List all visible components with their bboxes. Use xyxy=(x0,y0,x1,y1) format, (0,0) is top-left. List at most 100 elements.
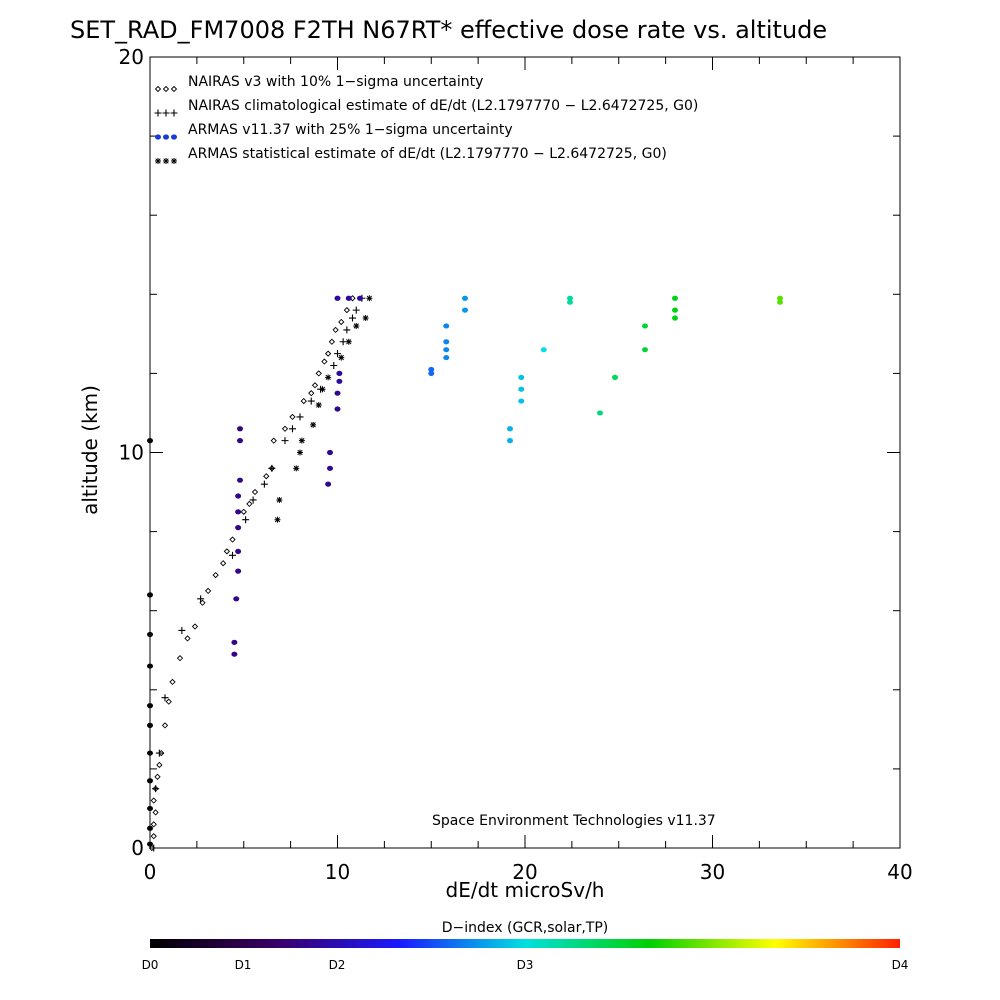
data-point xyxy=(229,536,236,543)
data-point xyxy=(155,749,163,757)
data-point-shape xyxy=(642,347,648,353)
legend-marker-shape xyxy=(155,158,161,164)
colorbar-label: D1 xyxy=(235,958,252,972)
data-point-shape xyxy=(154,773,161,780)
data-point-shape xyxy=(274,516,281,523)
data-point xyxy=(197,595,205,603)
data-point xyxy=(235,509,242,515)
data-point xyxy=(366,295,373,302)
data-point-shape xyxy=(191,623,199,630)
legend: NAIRAS v3 with 10% 1−sigma uncertainty NA… xyxy=(154,74,698,164)
data-point xyxy=(334,406,341,412)
data-point-shape xyxy=(161,722,169,729)
data-point-shape xyxy=(161,694,169,702)
data-point-shape xyxy=(152,809,159,816)
data-point-shape xyxy=(612,374,618,380)
data-point-shape xyxy=(330,361,338,369)
x-tick-label: 0 xyxy=(144,860,157,884)
data-point-shape xyxy=(147,778,153,784)
data-point-shape xyxy=(242,516,250,524)
data-point xyxy=(150,832,157,840)
data-point-shape xyxy=(249,496,257,504)
data-point xyxy=(212,571,219,579)
data-point xyxy=(357,295,363,301)
data-point-shape xyxy=(307,397,315,405)
data-point-shape xyxy=(300,397,307,405)
data-point xyxy=(235,548,242,554)
data-point-shape xyxy=(231,639,238,645)
data-point-shape xyxy=(352,306,360,314)
data-point-shape xyxy=(327,465,333,471)
data-point xyxy=(242,516,250,524)
data-point-shape xyxy=(297,449,303,456)
legend-entry: NAIRAS v3 with 10% 1−sigma uncertainty xyxy=(188,74,483,90)
data-point xyxy=(343,326,351,334)
data-point xyxy=(297,449,303,456)
data-point xyxy=(597,410,603,416)
data-point xyxy=(443,347,450,353)
data-point-shape xyxy=(231,651,238,657)
data-point xyxy=(281,437,289,445)
data-point xyxy=(268,464,276,472)
legend-marker-shape xyxy=(163,158,169,164)
data-point xyxy=(161,694,169,702)
data-point xyxy=(223,548,231,555)
legend-marker xyxy=(155,134,161,140)
data-point-shape xyxy=(155,749,163,757)
data-point-shape xyxy=(507,426,513,432)
data-point-shape xyxy=(518,386,525,392)
data-point xyxy=(462,307,468,313)
legend-marker xyxy=(163,158,169,164)
data-point-shape xyxy=(518,374,525,380)
data-point xyxy=(672,295,678,301)
data-point xyxy=(152,809,159,816)
data-point xyxy=(321,358,328,365)
data-point xyxy=(219,560,227,567)
data-point xyxy=(345,295,352,301)
data-point-shape xyxy=(334,295,341,301)
data-point-shape xyxy=(184,635,191,642)
data-point xyxy=(612,374,618,380)
data-point-shape xyxy=(428,370,435,376)
data-point xyxy=(330,361,338,369)
data-point xyxy=(300,397,307,405)
data-point xyxy=(327,449,333,456)
data-point-shape xyxy=(443,339,450,345)
data-point-shape xyxy=(178,626,186,634)
data-point-shape xyxy=(518,398,525,404)
data-point-shape xyxy=(147,663,153,669)
colorbar-label: D0 xyxy=(142,958,159,972)
data-point-shape xyxy=(672,315,678,321)
data-point xyxy=(281,425,289,432)
data-point-shape xyxy=(642,323,648,329)
data-point-shape xyxy=(223,548,231,555)
data-point-shape xyxy=(156,761,163,769)
data-point-shape xyxy=(147,750,153,756)
data-point xyxy=(352,306,360,314)
x-tick-label: 40 xyxy=(887,860,912,884)
data-point xyxy=(147,750,153,756)
data-point xyxy=(147,825,153,831)
data-point xyxy=(231,639,238,645)
chart-title: SET_RAD_FM7008 F2TH N67RT* effective dos… xyxy=(70,16,827,44)
data-point-shape xyxy=(462,307,468,313)
data-point xyxy=(540,347,547,353)
data-point xyxy=(147,592,153,598)
data-point xyxy=(672,315,678,321)
data-point xyxy=(642,347,648,353)
legend-marker-shape xyxy=(170,109,178,117)
data-point-shape xyxy=(443,347,450,353)
data-point xyxy=(336,378,343,384)
data-point-shape xyxy=(152,785,160,793)
data-point-shape xyxy=(165,698,172,705)
data-point-shape xyxy=(147,805,153,812)
data-point-shape xyxy=(176,655,184,662)
data-point xyxy=(152,785,160,793)
data-point-shape xyxy=(321,358,328,365)
colorbar-label: D2 xyxy=(329,958,346,972)
data-point-shape xyxy=(270,437,277,444)
legend-marker-shape xyxy=(154,109,162,117)
data-point-shape xyxy=(260,480,268,488)
data-point-shape xyxy=(308,390,315,397)
data-point xyxy=(315,370,322,377)
